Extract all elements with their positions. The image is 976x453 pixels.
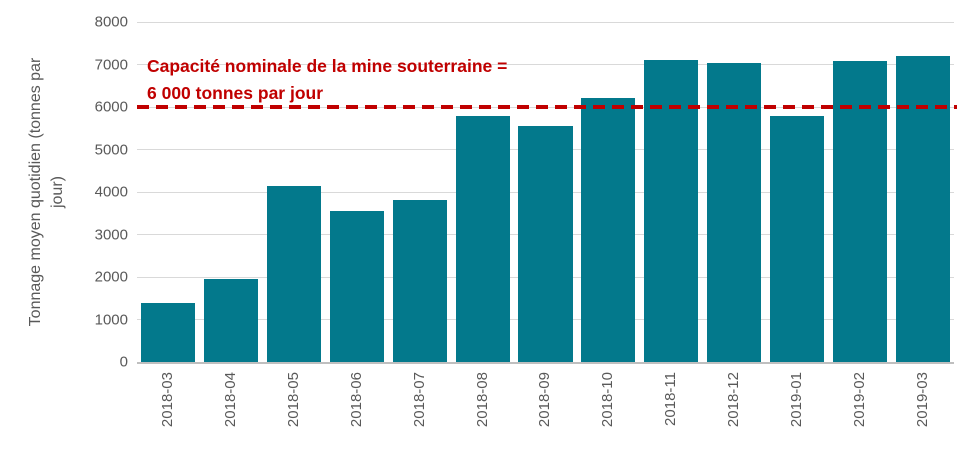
bar <box>204 279 259 362</box>
bar-slot <box>640 22 703 362</box>
bar-slot <box>388 22 451 362</box>
x-tick-slot: 2018-06 <box>326 372 389 448</box>
x-axis-tick-label: 2018-03 <box>159 372 177 428</box>
bar <box>392 200 447 362</box>
y-axis-ticks: 0 1000 2000 3000 4000 5000 6000 7000 8000 <box>0 15 128 370</box>
x-axis-tick-label: 2018-10 <box>599 372 617 428</box>
bar-slot <box>891 22 954 362</box>
x-tick-slot: 2019-01 <box>765 372 828 448</box>
capacity-annotation-line2: 6 000 tonnes par jour <box>147 83 324 103</box>
x-axis-tick-label: 2018-12 <box>725 372 743 428</box>
bar-slot <box>451 22 514 362</box>
x-axis-tick-label: 2018-08 <box>473 372 491 428</box>
x-tick-slot: 2019-02 <box>828 372 891 448</box>
y-axis-tick-label: 2000 <box>94 268 128 286</box>
x-tick-slot: 2018-08 <box>451 372 514 448</box>
bar <box>644 59 699 362</box>
bar-slot <box>765 22 828 362</box>
capacity-annotation-line1: Capacité nominale de la mine souterraine… <box>147 56 508 76</box>
bar-slot <box>200 22 263 362</box>
x-tick-slot: 2018-04 <box>200 372 263 448</box>
bar <box>455 116 510 362</box>
x-axis-tick-label: 2019-01 <box>787 372 805 428</box>
bar-slot <box>828 22 891 362</box>
bar <box>267 185 322 362</box>
y-axis-tick-label: 1000 <box>94 311 128 328</box>
x-axis-tick-label: 2018-07 <box>410 372 428 428</box>
x-tick-slot: 2019-03 <box>891 372 954 448</box>
x-axis-ticks: 2018-03 2018-04 2018-05 2018-06 2018-07 2018-… <box>137 372 954 448</box>
bar <box>329 211 384 362</box>
x-axis-tick-label: 2019-03 <box>913 372 931 428</box>
x-axis-tick-label: 2018-09 <box>536 372 554 428</box>
bar <box>895 56 950 362</box>
x-tick-slot: 2018-05 <box>263 372 326 448</box>
bar <box>769 115 824 362</box>
y-axis-tick-label: 4000 <box>94 183 128 201</box>
bar-slot <box>577 22 640 362</box>
x-axis-tick-label: 2018-11 <box>662 372 680 426</box>
y-axis-tick-label: 7000 <box>94 56 128 73</box>
x-tick-slot: 2018-07 <box>388 372 451 448</box>
x-tick-slot: 2018-10 <box>577 372 640 448</box>
gridline <box>137 64 954 65</box>
y-axis-tick-label: 3000 <box>94 226 128 243</box>
capacity-annotation: Capacité nominale de la mine souterraine… <box>147 53 507 107</box>
x-tick-slot: 2018-03 <box>137 372 200 448</box>
x-axis-tick-label: 2018-06 <box>347 372 365 428</box>
x-tick-slot: 2018-11 <box>640 372 703 448</box>
bar-slot <box>703 22 766 362</box>
bar <box>707 63 762 362</box>
capacity-reference-line <box>137 105 957 109</box>
y-axis-tick-label: 6000 <box>94 98 128 116</box>
bar <box>832 60 887 362</box>
x-axis-tick-label: 2018-04 <box>222 372 240 428</box>
plot-area: Capacité nominale de la mine souterraine… <box>137 21 957 364</box>
y-axis-tick-label: 0 <box>119 353 128 371</box>
gridline <box>137 21 954 23</box>
x-axis-tick-label: 2019-02 <box>850 372 868 428</box>
bar-slot <box>263 22 326 362</box>
bar <box>581 97 636 362</box>
bar <box>518 126 573 362</box>
y-axis-tick-label: 5000 <box>94 141 128 158</box>
y-axis-tick-label: 8000 <box>94 13 128 31</box>
x-tick-slot: 2018-09 <box>514 372 577 448</box>
x-axis-tick-label: 2018-05 <box>285 372 303 428</box>
bar-slot <box>514 22 577 362</box>
x-tick-slot: 2018-12 <box>703 372 766 448</box>
bar <box>141 302 196 362</box>
bar-slot <box>326 22 389 362</box>
bar-slot <box>137 22 200 362</box>
